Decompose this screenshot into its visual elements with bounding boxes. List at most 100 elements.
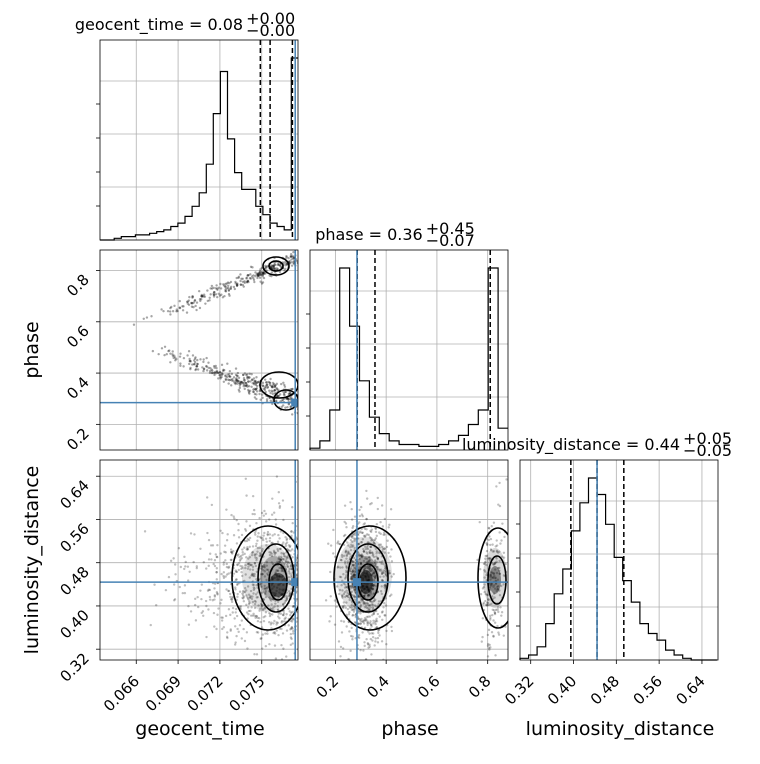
sample-point: [351, 526, 354, 530]
sample-point: [287, 582, 290, 585]
sample-point: [251, 583, 255, 586]
sample-point: [366, 623, 369, 627]
sample-point: [225, 588, 228, 591]
sample-point: [192, 301, 195, 304]
sample-point: [289, 643, 293, 647]
sample-point: [256, 535, 259, 538]
sample-point: [377, 531, 381, 534]
sample-point: [346, 591, 349, 595]
sample-point: [299, 398, 301, 400]
sample-point: [348, 598, 351, 602]
sample-point: [350, 603, 353, 607]
sample-point: [264, 381, 268, 384]
sample-point: [375, 555, 378, 558]
sample-point: [216, 295, 219, 299]
sample-point: [288, 610, 291, 613]
sample-point: [358, 508, 361, 512]
sample-point: [374, 620, 377, 624]
sample-point: [261, 573, 264, 576]
sample-point: [479, 593, 483, 596]
sample-point: [258, 269, 262, 273]
sample-point: [290, 530, 293, 533]
sample-point: [211, 544, 215, 547]
sample-point: [271, 392, 274, 396]
sample-point: [288, 567, 291, 571]
sample-point: [341, 596, 344, 599]
sample-point: [261, 275, 265, 278]
sample-point: [272, 266, 276, 270]
sample-point: [353, 539, 356, 542]
sample-point: [171, 354, 175, 358]
sample-point: [373, 644, 376, 647]
sample-point: [239, 564, 242, 568]
sample-point: [264, 537, 268, 540]
sample-point: [187, 303, 191, 306]
sample-point: [253, 512, 256, 516]
sample-point: [250, 553, 254, 557]
sample-point: [384, 604, 388, 607]
sample-point: [245, 589, 248, 592]
sample-point: [490, 570, 493, 574]
sample-point: [372, 541, 376, 545]
sample-point: [143, 530, 147, 533]
sample-point: [483, 570, 487, 573]
sample-point: [284, 599, 287, 603]
sample-point: [260, 626, 264, 629]
sample-point: [482, 603, 485, 606]
sample-point: [246, 562, 250, 566]
sample-point: [383, 614, 386, 617]
sample-point: [236, 627, 239, 631]
sample-point: [192, 363, 196, 366]
sample-point: [207, 538, 211, 542]
sample-point: [349, 577, 353, 580]
sample-point: [345, 574, 348, 577]
sample-point: [270, 385, 274, 389]
sample-point: [361, 631, 364, 634]
sample-point: [254, 600, 257, 603]
sample-point: [216, 592, 219, 595]
sample-point: [285, 557, 288, 561]
sample-point: [272, 631, 275, 635]
sample-point: [260, 647, 264, 650]
sample-point: [249, 273, 252, 276]
sample-point: [272, 622, 275, 625]
sample-point: [256, 619, 260, 623]
sample-point: [255, 390, 259, 393]
sample-point: [344, 583, 347, 586]
sample-point: [276, 263, 280, 267]
sample-point: [343, 590, 347, 594]
sample-point: [243, 378, 246, 382]
sample-point: [384, 572, 387, 576]
sample-point: [185, 300, 189, 304]
sample-point: [265, 564, 268, 567]
sample-point: [493, 584, 496, 587]
sample-point: [215, 287, 219, 290]
sample-point: [232, 515, 235, 518]
sample-point: [382, 531, 386, 534]
sample-point: [483, 560, 487, 564]
sample-point: [353, 566, 357, 570]
sample-point: [349, 634, 353, 638]
sample-point: [232, 285, 236, 289]
sample-point: [200, 294, 203, 298]
sample-point: [273, 605, 276, 608]
sample-point: [222, 368, 225, 372]
sample-point: [222, 561, 226, 564]
sample-point: [379, 532, 382, 536]
sample-point: [182, 356, 186, 360]
sample-point: [173, 304, 176, 308]
sample-point: [162, 309, 165, 313]
sample-point: [285, 263, 288, 266]
sample-point: [358, 542, 361, 545]
sample-point: [252, 508, 256, 512]
sample-point: [263, 607, 267, 610]
sample-point: [379, 520, 382, 524]
sample-point: [290, 611, 293, 615]
sample-point: [246, 547, 250, 551]
sample-point: [263, 570, 267, 573]
sample-point: [299, 262, 301, 264]
sample-point: [291, 254, 294, 258]
sample-point: [291, 387, 294, 391]
sample-point: [365, 637, 368, 641]
sample-point: [245, 594, 248, 597]
